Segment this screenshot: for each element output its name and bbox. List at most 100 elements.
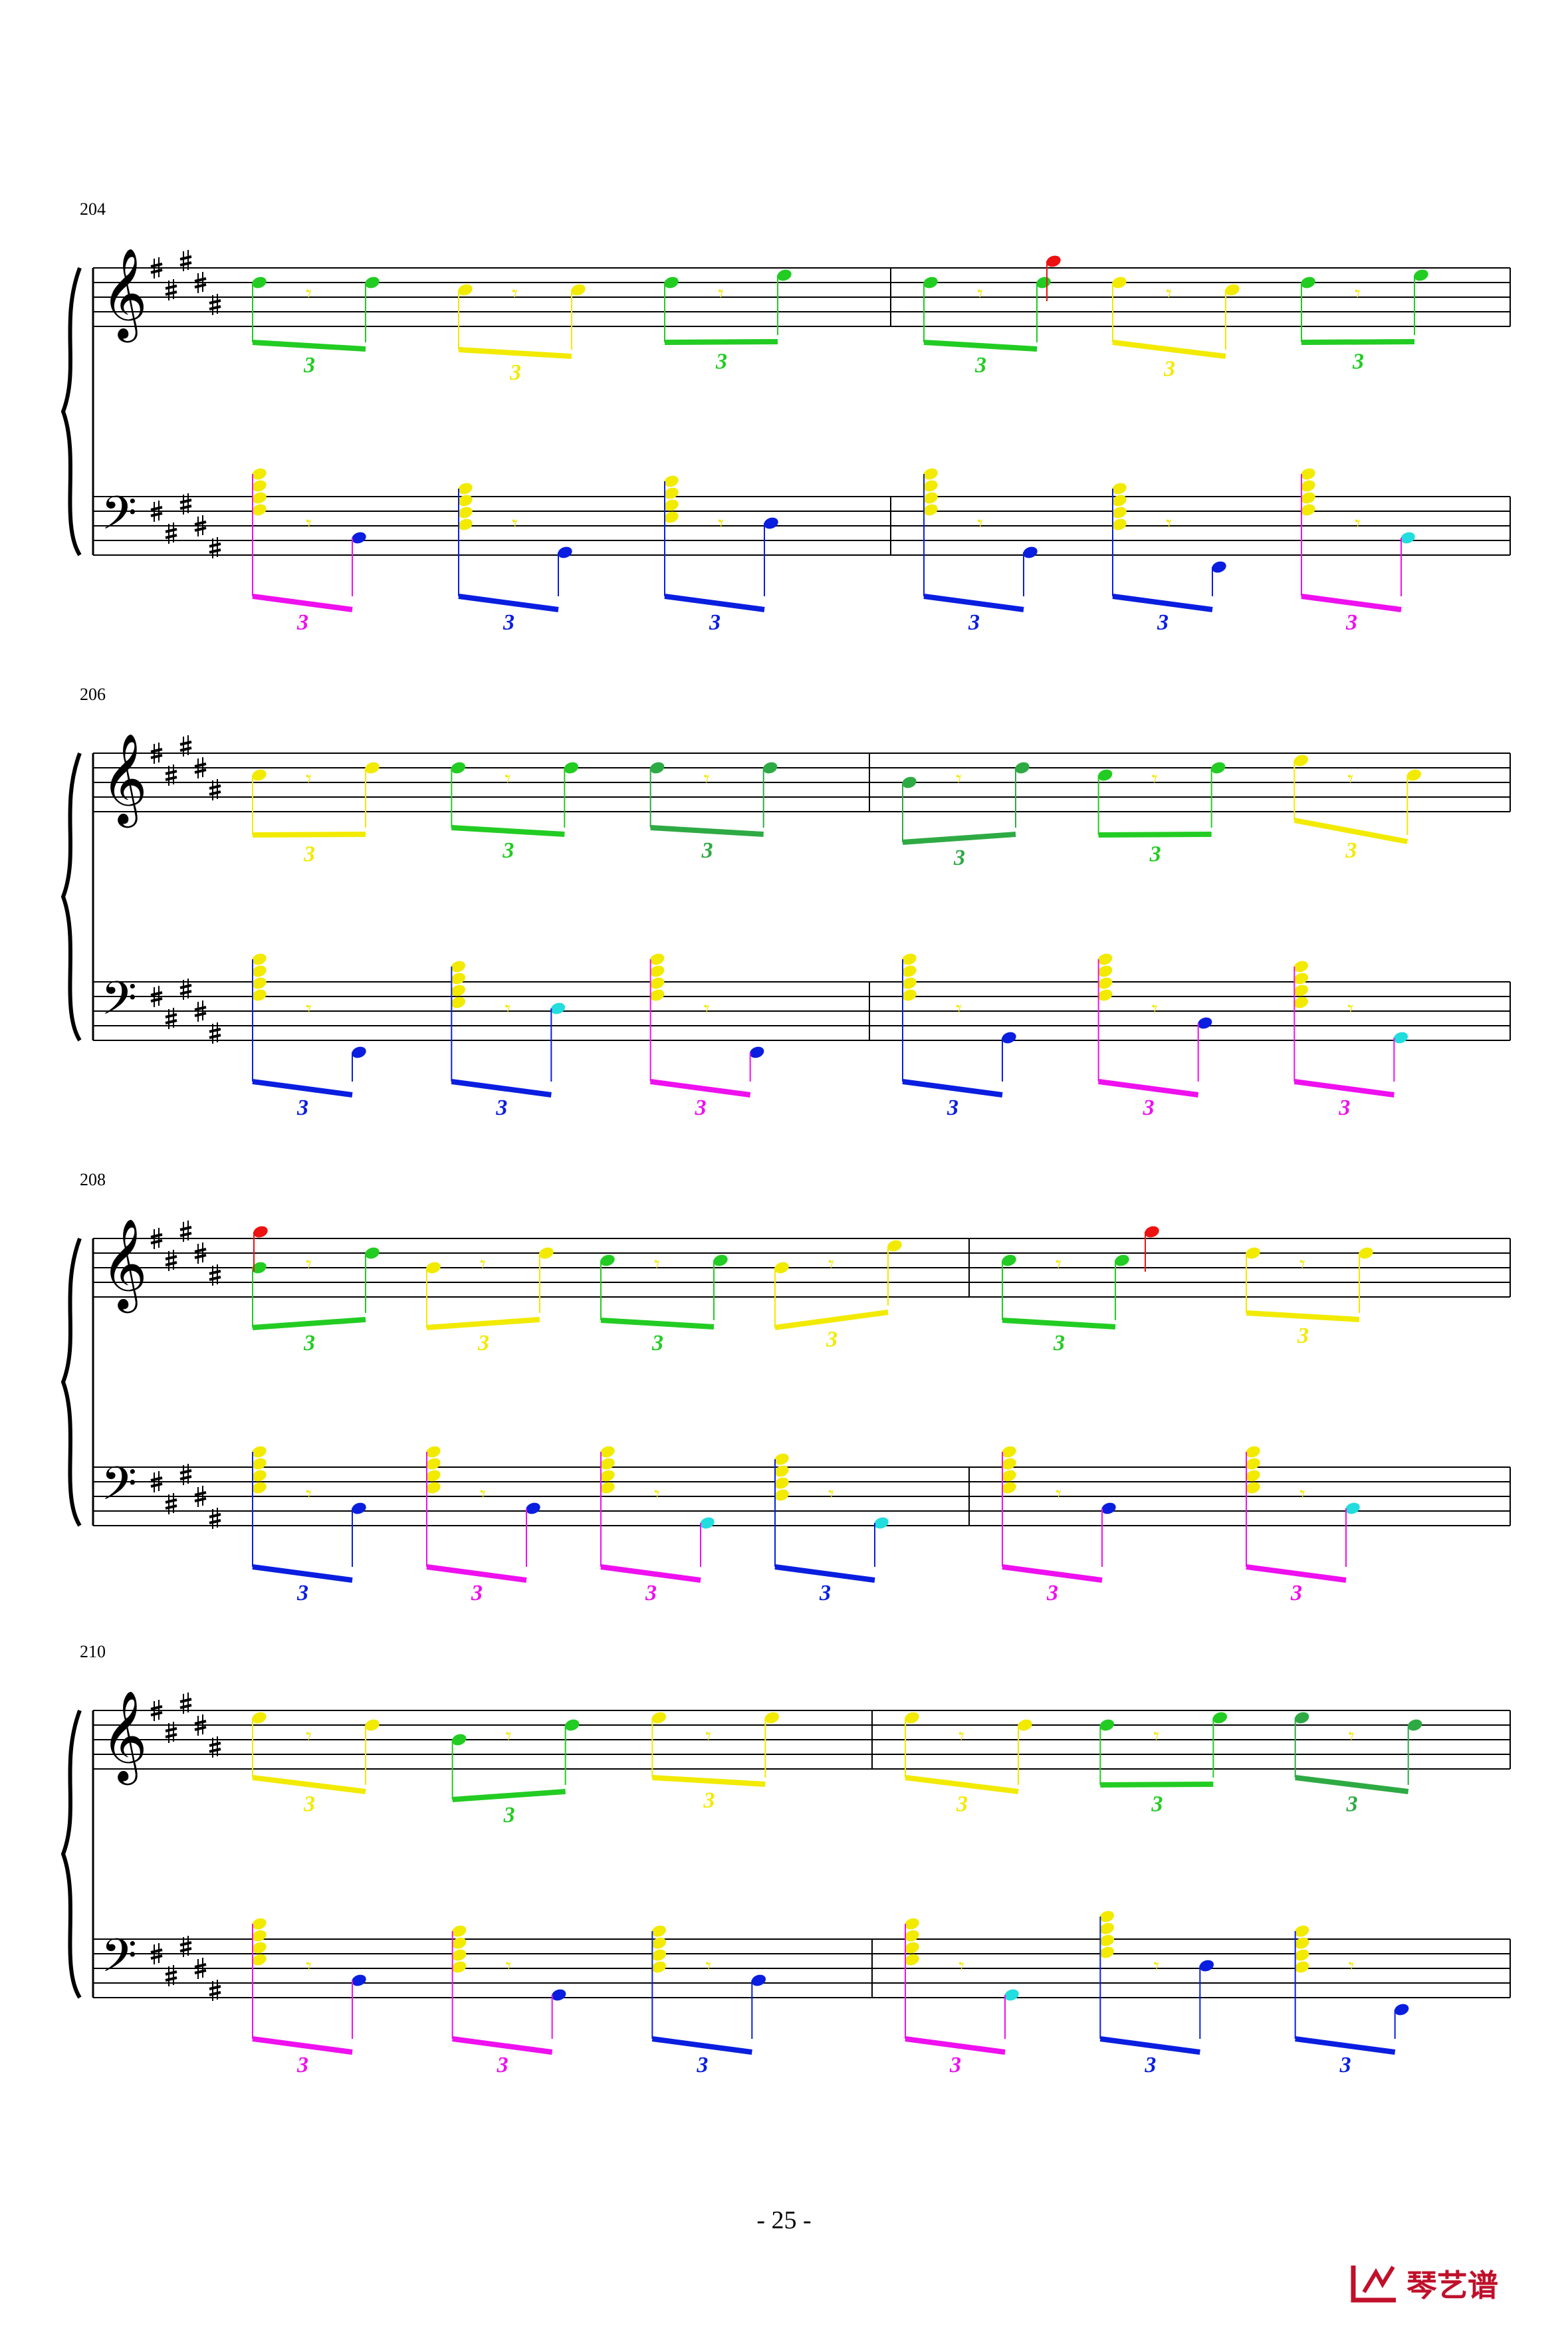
treble-clef-icon: 𝄞 (101, 1217, 148, 1313)
note-head (252, 1482, 267, 1494)
note-head (1293, 961, 1309, 973)
note-head (649, 762, 665, 774)
note-head (1097, 965, 1113, 977)
tuplet-number: 3 (509, 360, 521, 385)
tuplet-number: 3 (949, 2053, 961, 2077)
treble-clef-icon: 𝄞 (101, 1689, 148, 1785)
note-head (1015, 762, 1030, 774)
note-head (1359, 1247, 1373, 1259)
eighth-rest-icon: 𝄾 (704, 766, 710, 792)
page-number: - 25 - (756, 2206, 812, 2234)
note-head (774, 1477, 789, 1489)
note-head (1293, 755, 1309, 766)
note-head (1212, 1712, 1228, 1724)
note-head (649, 989, 665, 1001)
note-head (1345, 1502, 1360, 1514)
tuplet-number: 3 (645, 1581, 657, 1605)
note-head (1393, 1032, 1408, 1044)
note-head (252, 977, 267, 989)
note-head (252, 277, 267, 289)
tuplet-number: 3 (715, 350, 727, 374)
measure-number: 208 (80, 1170, 106, 1189)
eighth-rest-icon: 𝄾 (1349, 1953, 1355, 1980)
note-head (1301, 504, 1315, 516)
beam (1301, 594, 1402, 612)
note-head (1407, 1719, 1422, 1731)
note-head (1112, 495, 1127, 507)
eighth-rest-icon: 𝄾 (1299, 1251, 1305, 1278)
note-head (700, 1517, 715, 1529)
beam (252, 1079, 353, 1098)
beam (252, 832, 366, 838)
beam (923, 340, 1038, 352)
note-head (1002, 1254, 1016, 1266)
tuplet-number: 3 (502, 838, 514, 863)
beam (902, 1079, 1003, 1098)
beam (252, 594, 353, 612)
key-signature (150, 493, 221, 558)
eighth-rest-icon: 𝄾 (504, 766, 510, 792)
tuplet-number: 3 (477, 1331, 489, 1355)
note-head (1394, 2004, 1409, 2016)
note-head (252, 1918, 267, 1930)
eighth-rest-icon: 𝄾 (1056, 1251, 1062, 1278)
note-head (1004, 1989, 1019, 2001)
note-head (426, 1482, 441, 1494)
beam (905, 1775, 1019, 1794)
note-head (252, 1954, 267, 1966)
beam (1293, 818, 1408, 844)
eighth-rest-icon: 𝄾 (506, 1953, 512, 1980)
bass-clef-icon: 𝄢 (101, 1928, 137, 1994)
note-head (252, 989, 267, 1001)
eighth-rest-icon: 𝄾 (306, 766, 312, 792)
note-head (600, 1470, 615, 1482)
beam (1295, 1775, 1409, 1794)
note-head (902, 977, 917, 989)
beam (600, 1318, 715, 1330)
beam (651, 2036, 752, 2055)
tuplet-number: 3 (1339, 2053, 1351, 2077)
tuplet-number: 3 (1345, 838, 1357, 863)
logo-icon (1351, 2266, 1396, 2303)
note-head (458, 495, 473, 507)
note-head (664, 487, 679, 499)
publisher-logo: 琴艺谱 (1349, 2257, 1549, 2310)
beam (1112, 340, 1226, 359)
note-head (426, 1470, 441, 1482)
note-head (774, 1489, 789, 1501)
tuplet-number: 3 (1163, 357, 1175, 382)
note-head (253, 1226, 268, 1238)
note-head (1301, 468, 1315, 480)
note-head (762, 762, 778, 774)
note-head (252, 1458, 267, 1470)
tuplet-number: 3 (503, 610, 514, 635)
beam (600, 1564, 701, 1583)
note-head (558, 546, 572, 558)
tuplet-number: 3 (296, 610, 308, 635)
tuplet-number: 3 (296, 1581, 308, 1605)
logo-text: 琴艺谱 (1406, 2268, 1498, 2303)
note-head (1225, 284, 1240, 296)
tuplet-number: 3 (303, 353, 315, 378)
note-head (1294, 1712, 1309, 1724)
tuplet-number: 3 (819, 1581, 831, 1605)
note-head (1293, 985, 1309, 996)
note-head (1002, 1482, 1016, 1494)
note-head (451, 1937, 467, 1949)
beam (252, 1564, 353, 1583)
note-head (749, 1046, 764, 1058)
eighth-rest-icon: 𝄾 (1349, 1723, 1355, 1750)
note-head (1294, 1937, 1309, 1949)
note-head (539, 1247, 554, 1259)
eighth-rest-icon: 𝄾 (1166, 281, 1172, 307)
note-head (252, 1942, 267, 1954)
note-head (1099, 1946, 1115, 1958)
note-head (426, 1458, 441, 1470)
eighth-rest-icon: 𝄾 (1153, 1723, 1159, 1750)
note-head (252, 1712, 267, 1724)
tuplet-number: 3 (696, 2053, 708, 2077)
note-head (923, 480, 938, 492)
beam (902, 832, 1016, 845)
note-head (1212, 561, 1226, 573)
